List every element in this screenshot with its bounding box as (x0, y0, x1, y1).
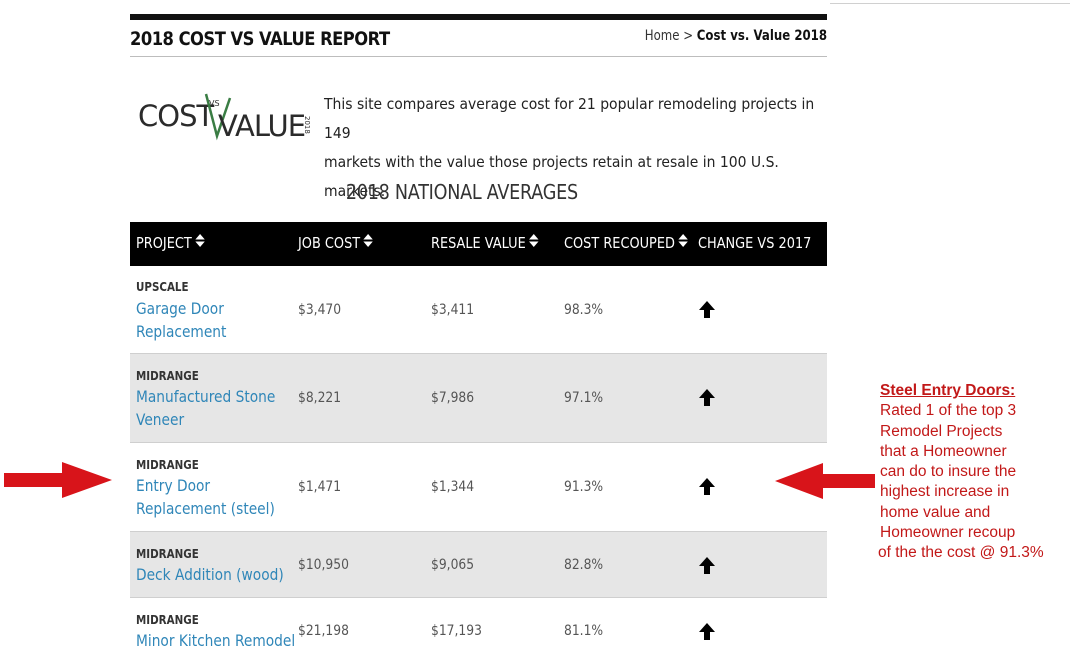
logo-year: 2018 (303, 116, 311, 134)
cost-recouped-value: 91.3% (564, 479, 604, 495)
project-tier: UPSCALE (136, 280, 189, 294)
project-link[interactable]: Deck Addition (wood) (136, 565, 284, 584)
annotation-line: can do to insure the (880, 463, 1017, 481)
up-arrow-icon (699, 623, 715, 640)
table-header: PROJECT JOB COST RESALE VALUE COST RECOU… (130, 222, 827, 266)
table-row: MIDRANGE Entry Door Replacement (steel) $… (130, 443, 827, 532)
site-title: 2018 COST VS VALUE REPORT (130, 28, 390, 50)
project-link[interactable]: Entry Door Replacement (steel) (136, 476, 275, 518)
project-link[interactable]: Manufactured Stone Veneer (136, 387, 276, 429)
annotation-line: that a Homeowner (880, 442, 1007, 460)
column-header-resale-value[interactable]: RESALE VALUE (431, 234, 539, 252)
sort-icon[interactable] (529, 234, 539, 250)
sort-icon[interactable] (678, 234, 688, 250)
project-tier: MIDRANGE (136, 547, 199, 561)
job-cost-value: $3,470 (298, 302, 342, 318)
job-cost-value: $8,221 (298, 390, 342, 406)
left-arrow-icon (775, 463, 875, 499)
annotation-line: Rated 1 of the top 3 (880, 402, 1017, 420)
column-header-job-cost[interactable]: JOB COST (298, 234, 374, 252)
up-arrow-icon (699, 478, 715, 495)
annotation-line: home value and (880, 503, 991, 521)
page-header: 2018 COST VS VALUE REPORT Home > Cost vs… (130, 14, 827, 57)
top-divider (830, 3, 1070, 4)
logo-word-cost: COST (138, 99, 214, 133)
breadcrumb-home-link[interactable]: Home (644, 28, 680, 44)
table-row: MIDRANGE Manufactured Stone Veneer $8,221… (130, 354, 827, 443)
table-row: UPSCALE Garage Door Replacement $3,470 $3… (130, 266, 827, 354)
table-row: MIDRANGE Deck Addition (wood) $10,950 $9… (130, 532, 827, 598)
intro-text: This site compares average cost for 21 p… (324, 90, 833, 206)
column-header-project[interactable]: PROJECT (136, 234, 205, 252)
up-arrow-icon (699, 301, 715, 318)
breadcrumb-separator: > (679, 28, 697, 44)
annotation-title: Steel Entry Doors: (880, 382, 1016, 399)
annotation-line: of the the cost @ 91.3% (878, 544, 1044, 562)
column-header-change-vs-2017: CHANGE VS 2017 (698, 234, 812, 252)
right-arrow-icon (4, 462, 112, 498)
cost-recouped-value: 97.1% (564, 390, 604, 406)
annotation-line: Remodel Projects (880, 422, 1003, 440)
column-header-cost-recouped[interactable]: COST RECOUPED (564, 234, 688, 252)
annotation-line: highest increase in (880, 483, 1010, 501)
breadcrumb-current: Cost vs. Value 2018 (696, 28, 827, 44)
job-cost-value: $21,198 (298, 623, 349, 639)
intro-line-1: This site compares average cost for 21 p… (324, 95, 815, 142)
resale-value: $9,065 (431, 557, 475, 573)
project-tier: MIDRANGE (136, 613, 199, 627)
job-cost-value: $10,950 (298, 557, 349, 573)
resale-value: $3,411 (431, 302, 475, 318)
cost-recouped-value: 81.1% (564, 623, 604, 639)
header-bar (130, 14, 827, 20)
section-heading: 2018 NATIONAL AVERAGES (345, 180, 578, 204)
resale-value: $1,344 (431, 479, 475, 495)
cost-recouped-value: 82.8% (564, 557, 604, 573)
annotation-line: Homeowner recoup (880, 524, 1016, 542)
project-tier: MIDRANGE (136, 458, 199, 472)
sort-icon[interactable] (195, 234, 205, 250)
project-tier: MIDRANGE (136, 369, 199, 383)
job-cost-value: $1,471 (298, 479, 342, 495)
logo-word-value: VALUE (218, 109, 305, 142)
up-arrow-icon (699, 389, 715, 406)
steel-entry-doors-annotation: Steel Entry Doors: Rated 1 of the top 3 … (878, 381, 1080, 564)
resale-value: $17,193 (431, 623, 482, 639)
cost-vs-value-logo[interactable]: COST VS VALUE 2018 (138, 92, 318, 143)
logo-vs: VS (209, 99, 220, 108)
resale-value: $7,986 (431, 390, 475, 406)
table-row: MIDRANGE Minor Kitchen Remodel $21,198 $… (130, 598, 827, 658)
up-arrow-icon (699, 557, 715, 574)
project-link[interactable]: Garage Door Replacement (136, 299, 227, 341)
averages-table: PROJECT JOB COST RESALE VALUE COST RECOU… (130, 222, 827, 658)
project-link[interactable]: Minor Kitchen Remodel (136, 631, 296, 650)
cost-recouped-value: 98.3% (564, 302, 604, 318)
intro-line-2: markets with the value those projects re… (324, 153, 779, 200)
breadcrumb: Home > Cost vs. Value 2018 (645, 28, 827, 56)
sort-icon[interactable] (363, 234, 374, 250)
